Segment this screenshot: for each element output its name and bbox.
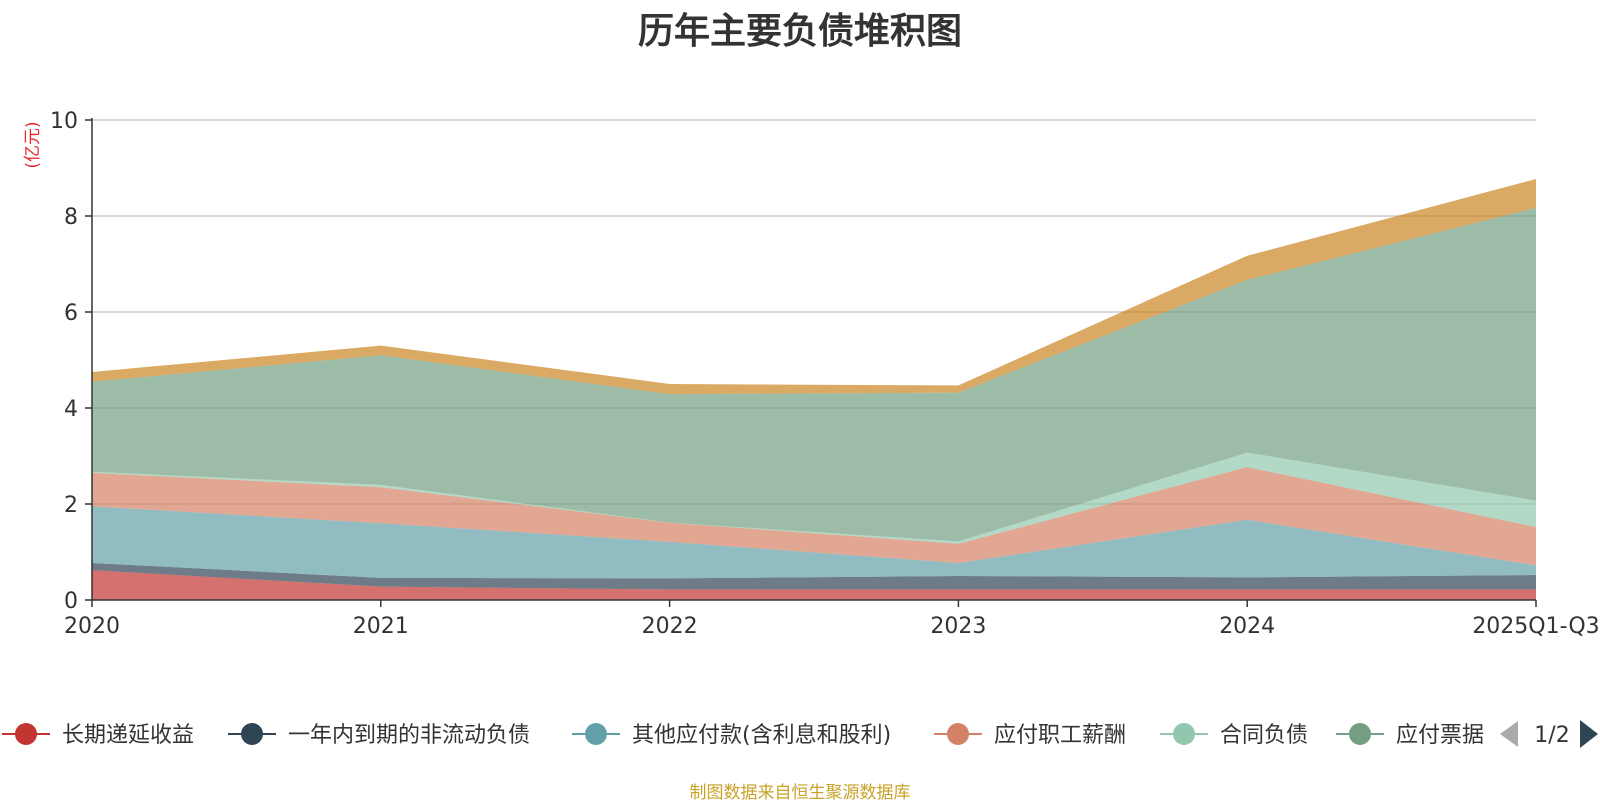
- y-tick-label: 6: [64, 301, 78, 326]
- legend-marker: [947, 723, 969, 745]
- x-tick-label: 2024: [1219, 614, 1275, 639]
- y-tick-label: 10: [50, 109, 78, 134]
- legend: 长期递延收益 一年内到期的非流动负债 其他应付款(含利息和股利) 应付职工薪酬 合同负债…: [2, 720, 1598, 748]
- legend-marker: [241, 723, 263, 745]
- legend-label: 长期递延收益: [62, 723, 194, 748]
- legend-items: 长期递延收益 一年内到期的非流动负债 其他应付款(含利息和股利) 应付职工薪酬 合同负债…: [2, 723, 1484, 748]
- legend-marker: [1349, 723, 1371, 745]
- area-series-5: [92, 207, 1536, 542]
- legend-label: 应付票据: [1396, 723, 1484, 748]
- legend-item-5[interactable]: 应付票据: [1336, 723, 1484, 748]
- legend-item-1[interactable]: 一年内到期的非流动负债: [228, 723, 530, 748]
- area-series-1: [92, 563, 1536, 590]
- y-tick-label: 0: [64, 589, 78, 614]
- y-tick-label: 2: [64, 493, 78, 518]
- legend-label: 应付职工薪酬: [994, 723, 1126, 748]
- x-tick-label: 2025Q1-Q3: [1472, 614, 1599, 639]
- legend-item-3[interactable]: 应付职工薪酬: [934, 723, 1126, 748]
- legend-label: 合同负债: [1220, 723, 1308, 748]
- area-series: [92, 179, 1536, 600]
- y-tick-label: 8: [64, 205, 78, 230]
- area-series-4: [92, 452, 1536, 544]
- legend-marker: [1173, 723, 1195, 745]
- y-tick-label: 4: [64, 397, 78, 422]
- legend-item-4[interactable]: 合同负债: [1160, 723, 1308, 748]
- axes: 0 2 4 6 8 10 2020 2021 2022 2023 2024 2025Q1-Q3: [50, 109, 1600, 639]
- legend-item-2[interactable]: 其他应付款(含利息和股利): [572, 723, 891, 748]
- area-series-0: [92, 570, 1536, 600]
- legend-label: 一年内到期的非流动负债: [288, 723, 530, 748]
- x-tick-label: 2022: [642, 614, 698, 639]
- legend-next-icon[interactable]: [1580, 720, 1598, 748]
- legend-marker: [15, 723, 37, 745]
- y-axis-unit-label: (亿元): [23, 121, 43, 168]
- chart-title: 历年主要负债堆积图: [637, 11, 962, 52]
- legend-item-0[interactable]: 长期递延收益: [2, 723, 194, 748]
- legend-label: 其他应付款(含利息和股利): [632, 723, 891, 748]
- x-tick-label: 2020: [64, 614, 120, 639]
- legend-pager-text: 1/2: [1534, 723, 1569, 748]
- legend-marker: [585, 723, 607, 745]
- x-tick-label: 2021: [353, 614, 409, 639]
- source-note: 制图数据来自恒生聚源数据库: [689, 783, 911, 803]
- area-series-2: [92, 506, 1536, 579]
- x-tick-label: 2023: [930, 614, 986, 639]
- area-series-3: [92, 467, 1536, 566]
- legend-prev-icon[interactable]: [1500, 721, 1518, 747]
